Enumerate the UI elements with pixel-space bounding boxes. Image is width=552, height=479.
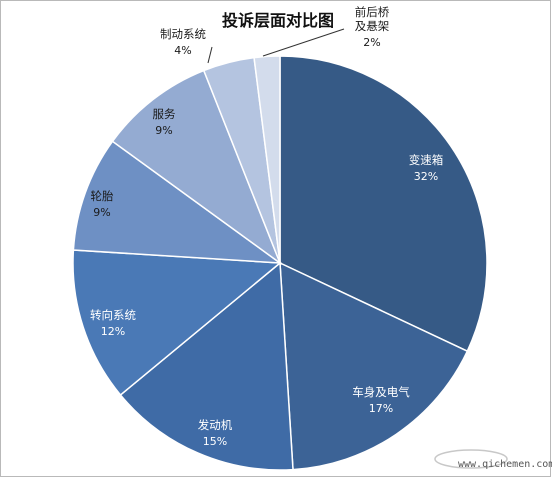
slice-label-1: 车身及电气 bbox=[352, 385, 410, 399]
slice-label-3: 转向系统 bbox=[90, 308, 136, 322]
slice-label-4: 轮胎 bbox=[91, 189, 114, 203]
slice-percent-2: 15% bbox=[203, 435, 227, 448]
watermark-logo bbox=[434, 449, 508, 469]
pie-slice-4 bbox=[72, 140, 283, 264]
chart-title: 投诉层面对比图 bbox=[222, 11, 334, 30]
pie-slice-1 bbox=[279, 261, 469, 471]
slice-label-6: 制动系统 bbox=[160, 27, 206, 41]
pie-slice-7 bbox=[253, 55, 281, 264]
slice-percent-5: 9% bbox=[155, 124, 172, 137]
slice-percent-1: 17% bbox=[369, 402, 393, 415]
pie-labels: 变速箱 32% 车身及电气 17% 发动机 15% 转向系统 12% 轮胎 9% 服务 9% 制动系统 4… bbox=[90, 5, 443, 448]
slice-label-7-line-0: 前后桥 bbox=[355, 5, 390, 19]
pie-slice-3 bbox=[72, 249, 282, 397]
slice-label-7-line-1: 及悬架 bbox=[355, 19, 390, 33]
slice-percent-0: 32% bbox=[414, 170, 438, 183]
slice-label-0: 变速箱 bbox=[409, 153, 444, 167]
pie-slice-5 bbox=[111, 69, 282, 266]
slice-percent-3: 12% bbox=[101, 325, 125, 338]
slice-percent-4: 9% bbox=[93, 206, 110, 219]
watermark: www.qichemen.com bbox=[434, 449, 552, 470]
pie-slice-0 bbox=[279, 55, 488, 353]
pie-slice-2 bbox=[119, 261, 294, 471]
leader-line-7 bbox=[262, 28, 345, 57]
slice-percent-6: 4% bbox=[174, 44, 191, 57]
slice-label-2: 发动机 bbox=[198, 418, 233, 432]
watermark-text: www.qichemen.com bbox=[458, 459, 552, 470]
slice-label-5: 服务 bbox=[153, 107, 176, 121]
leader-line-6 bbox=[207, 46, 213, 64]
pie-slices bbox=[72, 55, 488, 471]
slice-percent-7: 2% bbox=[363, 36, 380, 49]
